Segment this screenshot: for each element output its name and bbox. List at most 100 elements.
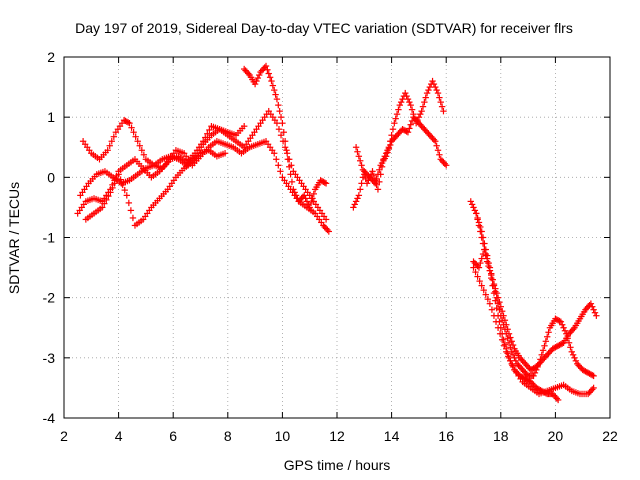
plus-point	[111, 180, 118, 187]
plus-point	[132, 133, 139, 140]
plus-point	[436, 94, 443, 101]
plus-point	[113, 175, 120, 183]
y-tick-label: -3	[43, 350, 56, 366]
plus-point	[127, 207, 135, 214]
plus-point	[432, 83, 439, 91]
plus-point	[265, 70, 272, 77]
plus-point	[470, 264, 477, 271]
plus-point	[130, 129, 137, 136]
plus-point	[470, 204, 477, 211]
x-tick-label: 8	[224, 428, 232, 444]
plus-point	[426, 83, 434, 91]
plus-point	[508, 360, 515, 368]
plus-point	[433, 86, 440, 94]
plus-point	[486, 267, 494, 274]
plus-point	[281, 138, 289, 145]
plus-point	[507, 357, 514, 365]
plus-point	[553, 395, 560, 402]
plus-point	[136, 142, 143, 149]
plus-point	[509, 351, 517, 359]
data-points	[74, 62, 600, 404]
plus-point	[271, 150, 278, 157]
x-tick-label: 10	[275, 428, 291, 444]
plus-point	[565, 339, 573, 346]
plus-point	[443, 162, 450, 169]
plus-point	[128, 124, 135, 131]
plus-point	[501, 341, 509, 348]
plus-point	[417, 110, 424, 118]
plus-point	[275, 162, 282, 169]
plus-point	[276, 107, 283, 115]
plus-point	[418, 107, 425, 115]
plus-point	[430, 80, 438, 88]
plus-point	[204, 130, 211, 137]
series-track-e	[240, 62, 330, 211]
plus-point	[108, 138, 115, 145]
plus-point	[481, 246, 488, 253]
plus-point	[501, 317, 509, 324]
plus-point	[507, 334, 514, 341]
plus-point	[374, 186, 382, 193]
plus-point	[221, 150, 229, 157]
plus-point	[277, 113, 285, 121]
plus-point	[279, 119, 286, 127]
plus-point	[404, 95, 412, 103]
plus-point	[140, 151, 148, 158]
plus-point	[325, 228, 333, 235]
plus-point	[119, 181, 126, 189]
plus-point	[561, 327, 569, 334]
plus-point	[121, 186, 128, 194]
plus-point	[503, 321, 510, 328]
y-tick-label: -4	[43, 410, 56, 426]
plus-point	[240, 122, 248, 130]
plus-point	[322, 216, 330, 223]
plus-point	[503, 348, 510, 356]
y-tick-label: -1	[43, 230, 56, 246]
plus-point	[474, 216, 481, 223]
plus-point	[438, 103, 446, 110]
series-track-d	[82, 147, 229, 229]
plus-point	[433, 142, 440, 149]
x-tick-label: 22	[602, 428, 618, 444]
plus-point	[505, 353, 512, 360]
plus-point	[382, 153, 390, 160]
plus-point	[281, 144, 289, 151]
plus-point	[423, 89, 431, 97]
plus-point	[105, 192, 112, 200]
plus-point	[468, 201, 476, 208]
plus-point	[560, 324, 567, 331]
plus-point	[101, 200, 108, 207]
plus-point	[373, 175, 380, 183]
plus-point	[440, 107, 447, 115]
plus-point	[475, 222, 483, 229]
plus-point	[425, 86, 432, 94]
plus-point	[509, 363, 517, 371]
plus-point	[384, 149, 391, 156]
plus-point	[432, 138, 439, 145]
plus-point	[494, 294, 502, 301]
plus-point	[494, 324, 502, 331]
plus-point	[434, 147, 442, 154]
plus-point	[354, 148, 361, 155]
plus-point	[391, 119, 398, 127]
plus-point	[486, 300, 494, 307]
x-tick-label: 18	[493, 428, 509, 444]
plus-point	[488, 306, 496, 313]
plus-point	[117, 176, 124, 183]
plus-point	[498, 336, 506, 343]
plus-point	[301, 192, 308, 199]
plus-point	[472, 268, 479, 276]
plus-point	[479, 240, 487, 247]
plus-point	[357, 157, 364, 164]
plus-point	[397, 98, 405, 106]
plus-point	[545, 329, 552, 336]
plus-point	[505, 354, 513, 362]
plus-point	[500, 312, 507, 319]
plus-point	[125, 199, 133, 207]
plus-point	[477, 259, 484, 267]
plus-point	[104, 147, 111, 154]
plus-point	[544, 333, 551, 340]
plus-point	[488, 271, 495, 279]
plus-point	[541, 342, 548, 349]
